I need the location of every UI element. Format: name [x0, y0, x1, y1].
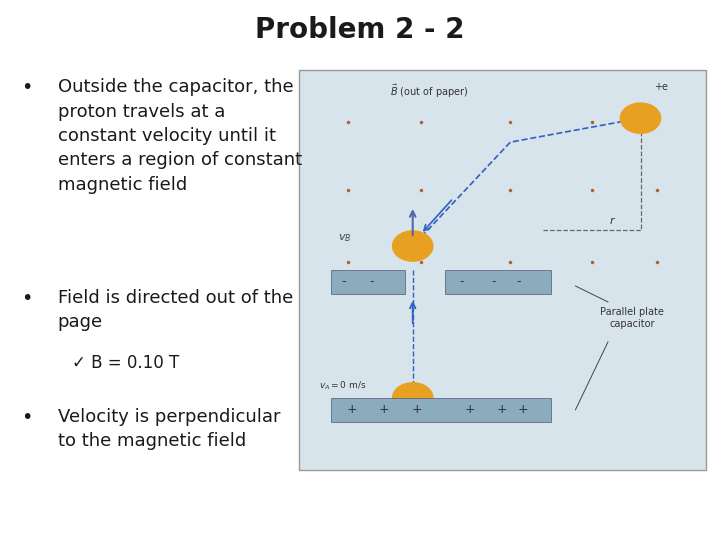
Text: +: +: [517, 403, 528, 416]
Text: -: -: [459, 275, 464, 288]
Text: -: -: [516, 275, 521, 288]
Text: •: •: [22, 78, 33, 97]
FancyBboxPatch shape: [445, 270, 551, 294]
Text: -: -: [492, 275, 496, 288]
Text: $v_A = 0$ m/s: $v_A = 0$ m/s: [319, 380, 366, 392]
Circle shape: [621, 103, 661, 133]
FancyBboxPatch shape: [331, 270, 405, 294]
Text: •: •: [22, 408, 33, 427]
Text: r: r: [610, 216, 614, 226]
Text: $\vec{B}$ (out of paper): $\vec{B}$ (out of paper): [390, 82, 468, 99]
Text: +e: +e: [654, 82, 668, 92]
FancyBboxPatch shape: [331, 398, 551, 422]
Text: Field is directed out of the
page: Field is directed out of the page: [58, 289, 293, 331]
Text: +: +: [497, 403, 508, 416]
Text: Problem 2 - 2: Problem 2 - 2: [256, 16, 464, 44]
Text: Outside the capacitor, the
proton travels at a
constant velocity until it
enters: Outside the capacitor, the proton travel…: [58, 78, 302, 193]
Text: +: +: [346, 403, 357, 416]
FancyBboxPatch shape: [299, 70, 706, 470]
Text: +: +: [379, 403, 390, 416]
Text: -: -: [341, 275, 346, 288]
Text: Velocity is perpendicular
to the magnetic field: Velocity is perpendicular to the magneti…: [58, 408, 280, 450]
Text: •: •: [22, 289, 33, 308]
Text: +: +: [464, 403, 475, 416]
Circle shape: [392, 231, 433, 261]
Text: ✓ B = 0.10 T: ✓ B = 0.10 T: [72, 354, 179, 372]
Text: Parallel plate
capacitor: Parallel plate capacitor: [600, 307, 665, 329]
Circle shape: [392, 383, 433, 413]
Text: -: -: [370, 275, 374, 288]
Text: $v_B$: $v_B$: [338, 232, 351, 244]
Text: +: +: [411, 403, 422, 416]
